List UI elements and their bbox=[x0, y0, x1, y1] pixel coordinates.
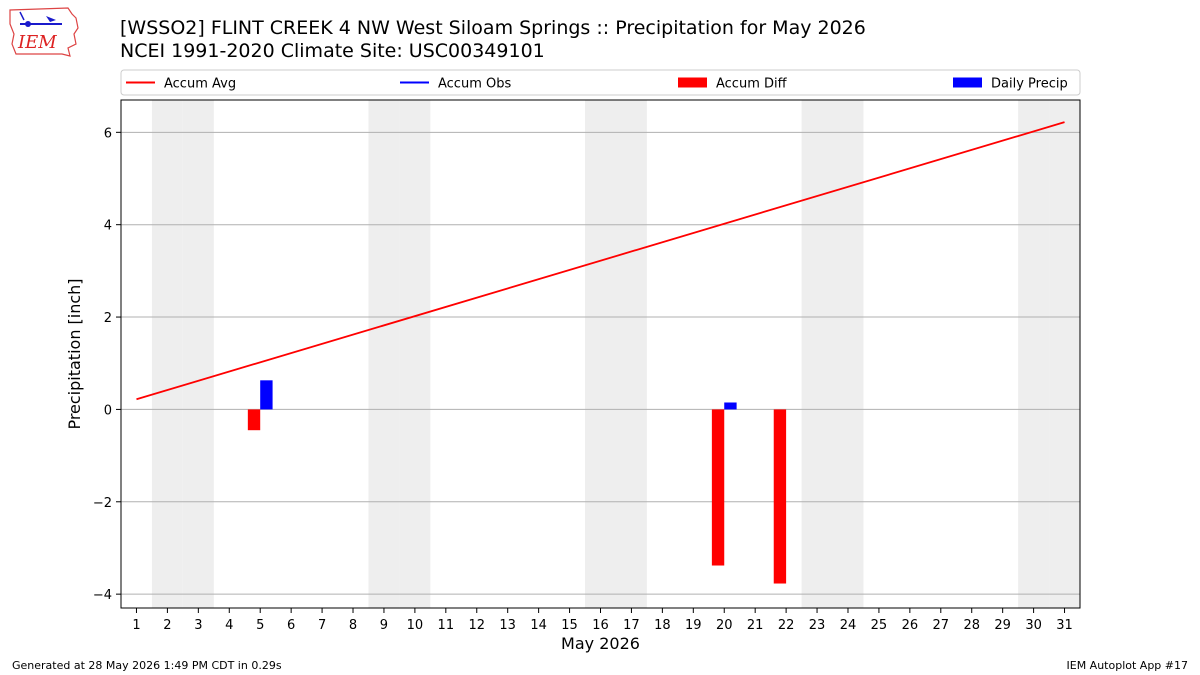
app-credit: IEM Autoplot App #17 bbox=[1066, 659, 1189, 672]
x-tick-label-1: 1 bbox=[132, 618, 140, 633]
legend-accum-diff-label: Accum Diff bbox=[716, 77, 788, 92]
weekend-shade-day-31 bbox=[1049, 100, 1080, 608]
legend-accum-obs-label: Accum Obs bbox=[438, 77, 511, 92]
accum-diff-bar-day-20 bbox=[711, 409, 725, 566]
y-tick-label--4: −4 bbox=[93, 588, 112, 603]
weekend-shade-day-16 bbox=[585, 100, 616, 608]
x-tick-label-25: 25 bbox=[871, 618, 888, 633]
x-tick-label-11: 11 bbox=[438, 618, 455, 633]
daily-precip-bar-day-5 bbox=[260, 380, 273, 410]
x-tick-label-24: 24 bbox=[840, 618, 857, 633]
iem-logo: IEM bbox=[6, 4, 82, 60]
x-tick-label-17: 17 bbox=[623, 618, 640, 633]
legend-daily-precip-label: Daily Precip bbox=[991, 77, 1068, 92]
x-tick-label-31: 31 bbox=[1056, 618, 1073, 633]
generated-timestamp: Generated at 28 May 2026 1:49 PM CDT in … bbox=[12, 659, 282, 672]
chart-title: [WSSO2] FLINT CREEK 4 NW West Siloam Spr… bbox=[120, 17, 866, 39]
x-tick-label-27: 27 bbox=[933, 618, 950, 633]
y-axis-label: Precipitation [inch] bbox=[65, 278, 84, 429]
x-tick-label-4: 4 bbox=[225, 618, 233, 633]
x-tick-label-30: 30 bbox=[1025, 618, 1042, 633]
legend-accum-avg-label: Accum Avg bbox=[164, 77, 236, 92]
x-tick-label-3: 3 bbox=[194, 618, 202, 633]
y-tick-label-0: 0 bbox=[104, 403, 112, 418]
y-tick-label-4: 4 bbox=[104, 219, 112, 234]
x-tick-label-9: 9 bbox=[380, 618, 388, 633]
legend-daily-precip-swatch bbox=[953, 77, 982, 88]
x-tick-label-28: 28 bbox=[963, 618, 980, 633]
x-tick-label-20: 20 bbox=[716, 618, 733, 633]
y-tick-label--2: −2 bbox=[93, 496, 112, 511]
legend-accum-diff-swatch bbox=[678, 77, 707, 88]
x-tick-label-19: 19 bbox=[685, 618, 702, 633]
y-tick-label-6: 6 bbox=[104, 126, 112, 141]
x-tick-label-18: 18 bbox=[654, 618, 671, 633]
legend-box bbox=[120, 69, 1081, 96]
x-tick-label-22: 22 bbox=[778, 618, 795, 633]
accum-avg-line bbox=[136, 121, 1065, 401]
daily-precip-bar-day-20 bbox=[724, 402, 737, 410]
weekend-shade-day-3 bbox=[182, 100, 214, 608]
x-axis-label: May 2026 bbox=[561, 634, 640, 653]
logo-text: IEM bbox=[17, 32, 57, 53]
x-tick-label-16: 16 bbox=[592, 618, 609, 633]
weekend-shade-day-9 bbox=[368, 100, 400, 608]
x-tick-label-29: 29 bbox=[994, 618, 1011, 633]
x-tick-label-12: 12 bbox=[468, 618, 485, 633]
x-tick-label-26: 26 bbox=[902, 618, 919, 633]
weekend-shade-day-24 bbox=[832, 100, 864, 608]
weekend-shade-day-30 bbox=[1018, 100, 1050, 608]
x-tick-label-8: 8 bbox=[349, 618, 357, 633]
x-tick-label-6: 6 bbox=[287, 618, 295, 633]
accum-diff-bar-day-5 bbox=[247, 409, 261, 431]
weekend-shade-day-17 bbox=[615, 100, 647, 608]
x-tick-label-14: 14 bbox=[530, 618, 547, 633]
accum-diff-bar-day-22 bbox=[773, 409, 787, 584]
x-tick-label-21: 21 bbox=[747, 618, 764, 633]
weekend-shade-day-2 bbox=[151, 100, 183, 608]
chart-subtitle: NCEI 1991-2020 Climate Site: USC00349101 bbox=[120, 40, 545, 62]
x-tick-label-13: 13 bbox=[499, 618, 516, 633]
x-tick-label-23: 23 bbox=[809, 618, 826, 633]
x-tick-label-15: 15 bbox=[561, 618, 578, 633]
weekend-shade-day-23 bbox=[801, 100, 833, 608]
weekend-shade-day-10 bbox=[399, 100, 431, 608]
y-tick-label-2: 2 bbox=[104, 311, 112, 326]
x-tick-label-5: 5 bbox=[256, 618, 264, 633]
x-tick-label-2: 2 bbox=[163, 618, 171, 633]
x-tick-label-7: 7 bbox=[318, 618, 326, 633]
x-tick-label-10: 10 bbox=[407, 618, 424, 633]
